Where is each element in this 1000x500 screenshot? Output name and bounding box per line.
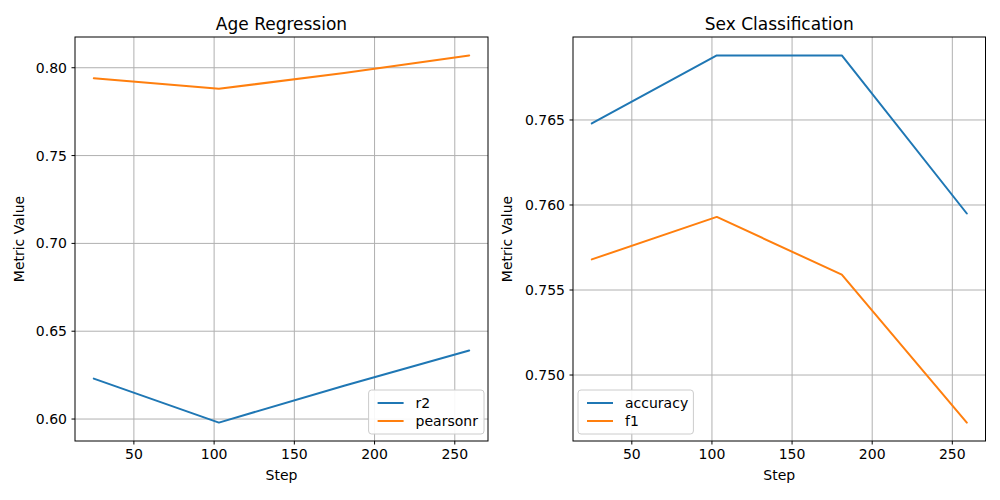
x-axis-label: Step: [266, 467, 298, 483]
y-axis-label: Metric Value: [500, 196, 515, 282]
x-tick-label: 200: [361, 446, 388, 462]
chart-age-regression: 50 100 150 200 250 0.60 0.65 0.70 0.75 0.80 Age Re…: [0, 0, 500, 500]
legend-label-pearsonr: pearsonr: [416, 413, 479, 429]
x-tick-label: 100: [699, 446, 726, 462]
x-tick-label: 50: [623, 446, 641, 462]
y-tick-label: 0.80: [36, 60, 67, 76]
x-tick-label: 250: [441, 446, 468, 462]
legend-label-accuracy: accuracy: [625, 395, 688, 411]
y-tick-label: 0.760: [525, 197, 565, 213]
series-line-pearsonr: [94, 55, 469, 88]
legend-label-r2: r2: [416, 395, 431, 411]
axes-frame: [573, 37, 986, 441]
sex-classification-plot: 50 100 150 200 250 0.750 0.755 0.760 0.765 Sex Cl…: [500, 0, 1000, 500]
legend: r2 pearsonr: [369, 390, 484, 434]
y-tick-label: 0.60: [36, 411, 67, 427]
x-tick-label: 50: [125, 446, 143, 462]
y-tick-label: 0.75: [36, 148, 67, 164]
y-tick-label: 0.750: [525, 367, 565, 383]
x-axis-label: Step: [763, 467, 795, 483]
chart-sex-classification: 50 100 150 200 250 0.750 0.755 0.760 0.765 Sex Cl…: [500, 0, 1000, 500]
x-tick-label: 200: [859, 446, 886, 462]
age-regression-plot: 50 100 150 200 250 0.60 0.65 0.70 0.75 0.80 Age Re…: [0, 0, 500, 500]
x-tick-label: 150: [281, 446, 308, 462]
legend-label-f1: f1: [625, 413, 639, 429]
x-tick-label: 100: [201, 446, 228, 462]
series-line-accuracy: [592, 55, 967, 213]
x-tick-label: 150: [779, 446, 806, 462]
y-tick-label: 0.755: [525, 282, 565, 298]
y-tick-label: 0.765: [525, 112, 565, 128]
y-axis-label: Metric Value: [11, 196, 27, 282]
x-tick-label: 250: [939, 446, 966, 462]
figure: 50 100 150 200 250 0.60 0.65 0.70 0.75 0.80 Age Re…: [0, 0, 1000, 500]
axes-frame: [75, 37, 488, 441]
chart-title: Age Regression: [216, 14, 347, 34]
legend: accuracy f1: [578, 390, 693, 434]
y-tick-label: 0.65: [36, 323, 67, 339]
chart-title: Sex Classification: [705, 14, 854, 34]
y-tick-label: 0.70: [36, 235, 67, 251]
